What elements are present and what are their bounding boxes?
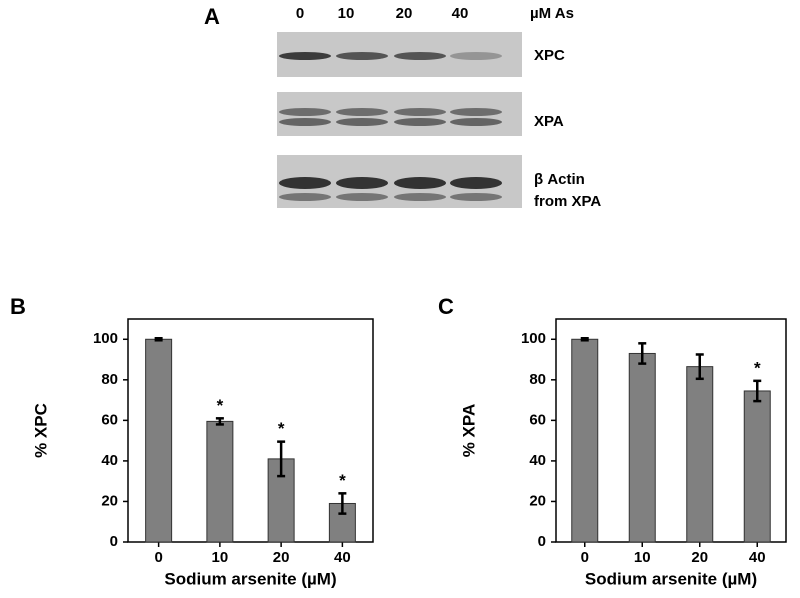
x-tick-label: 20 [273, 549, 290, 566]
bar [145, 338, 173, 543]
panel-label: C [438, 294, 454, 319]
bar [206, 420, 234, 543]
x-tick-label: 20 [691, 549, 708, 566]
blot-label: from XPA [534, 193, 601, 210]
bar [571, 338, 599, 543]
x-tick-label: 10 [212, 549, 229, 566]
x-tick-label: 10 [634, 549, 651, 566]
blot-band [279, 177, 331, 189]
blot-label: β Actin [534, 171, 585, 188]
blot-band [279, 52, 331, 60]
y-tick-label: 0 [538, 533, 546, 550]
x-tick-label: 0 [581, 549, 589, 566]
blot-label: XPC [534, 47, 565, 64]
y-tick-label: 40 [101, 452, 118, 469]
lane-label: 20 [396, 5, 413, 22]
lane-label: 0 [296, 5, 304, 22]
blot-band [450, 177, 502, 189]
significance-mark: * [278, 419, 285, 438]
error-bar [215, 417, 224, 426]
error-bar [695, 353, 704, 381]
blot-band [394, 108, 446, 116]
lane-label: 40 [452, 5, 469, 22]
panel-label: B [10, 294, 26, 319]
blot-band [336, 177, 388, 189]
x-tick-label: 40 [749, 549, 766, 566]
blot-band [279, 193, 331, 201]
blot-band [336, 193, 388, 201]
blot-band [394, 118, 446, 126]
blot-band [279, 118, 331, 126]
error-bar [154, 337, 163, 342]
y-tick-label: 100 [521, 330, 546, 347]
y-axis-label: % XPA [459, 404, 478, 458]
plot-frame [127, 318, 374, 543]
y-tick-label: 100 [93, 330, 118, 347]
x-tick-label: 0 [154, 549, 162, 566]
blot-band [336, 52, 388, 60]
x-axis-label: Sodium arsenite (µM) [164, 569, 336, 588]
bar [686, 366, 714, 543]
blot-band [450, 108, 502, 116]
panel-label: A [204, 4, 220, 29]
blot-band [279, 108, 331, 116]
y-tick-label: 40 [529, 452, 546, 469]
blot-band [394, 52, 446, 60]
blot-band [450, 52, 502, 60]
y-tick-label: 20 [529, 492, 546, 509]
significance-mark: * [339, 471, 346, 490]
blot-band [394, 193, 446, 201]
bar [743, 390, 771, 543]
blot-band [336, 108, 388, 116]
x-axis-label: Sodium arsenite (µM) [585, 569, 757, 588]
error-bar [277, 440, 286, 478]
unit-label: µM As [530, 5, 574, 22]
blot-band [394, 177, 446, 189]
blot-band [336, 118, 388, 126]
blot-band [450, 118, 502, 126]
y-tick-label: 80 [529, 371, 546, 388]
y-tick-label: 80 [101, 371, 118, 388]
y-tick-label: 20 [101, 492, 118, 509]
error-bar [580, 337, 589, 342]
significance-mark: * [754, 358, 761, 377]
y-tick-label: 0 [110, 533, 118, 550]
blot-band [450, 193, 502, 201]
lane-label: 10 [338, 5, 355, 22]
y-axis-label: % XPC [31, 403, 50, 458]
x-tick-label: 40 [334, 549, 351, 566]
error-bar [638, 342, 647, 365]
significance-mark: * [217, 396, 224, 415]
y-tick-label: 60 [529, 411, 546, 428]
blot-label: XPA [534, 113, 564, 130]
error-bar [338, 492, 347, 515]
plot-frame [555, 318, 787, 543]
blots [277, 32, 522, 208]
bar [628, 352, 656, 543]
error-bar [753, 379, 762, 403]
y-tick-label: 60 [101, 411, 118, 428]
